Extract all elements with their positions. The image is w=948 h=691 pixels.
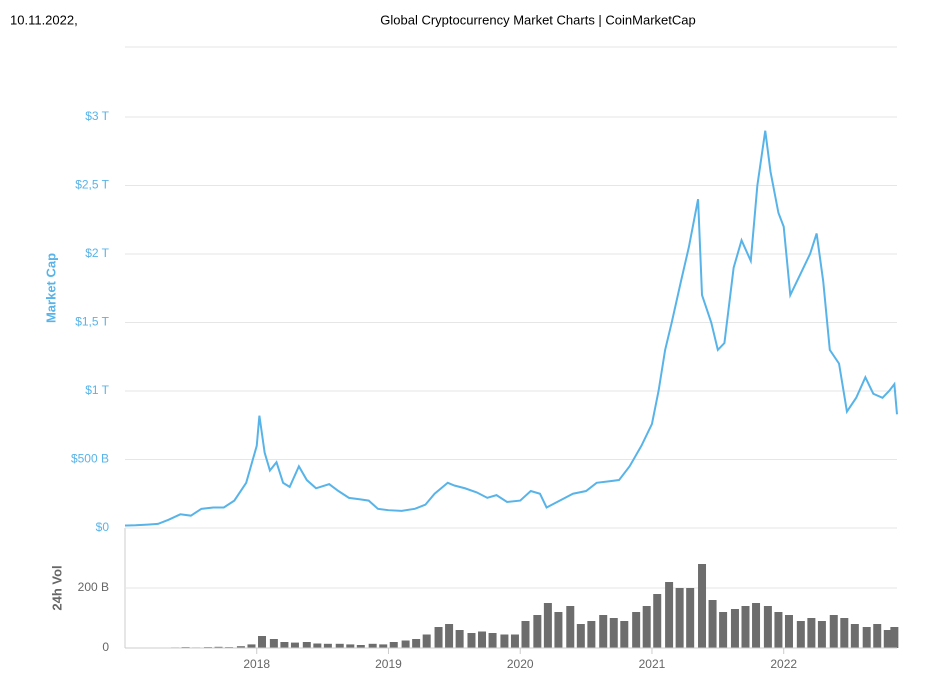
volume-bar — [313, 644, 321, 649]
volume-bar — [445, 624, 453, 648]
volume-bar — [731, 609, 739, 648]
volume-bar — [324, 644, 332, 648]
volume-bar — [478, 632, 486, 649]
volume-bar — [280, 642, 288, 648]
volume-bar — [489, 633, 497, 648]
volume-bar — [840, 618, 848, 648]
volume-bar — [467, 633, 475, 648]
volume-bar — [435, 627, 443, 648]
volume-bar — [566, 606, 574, 648]
x-tick-label: 2020 — [507, 657, 534, 671]
volume-bar — [554, 612, 562, 648]
x-tick-label: 2019 — [375, 657, 402, 671]
volume-bar — [741, 606, 749, 648]
volume-bar — [610, 618, 618, 648]
y-tick-label: $0 — [96, 520, 110, 534]
y-axis-title: 24h Vol — [49, 565, 64, 610]
volume-bar — [456, 630, 464, 648]
y-tick-label: $1,5 T — [75, 315, 109, 329]
volume-bar — [620, 621, 628, 648]
volume-bar — [336, 644, 344, 648]
volume-bar — [890, 627, 898, 648]
volume-bar — [676, 588, 684, 648]
volume-bar — [863, 627, 871, 648]
volume-bar — [533, 615, 541, 648]
volume-bar — [830, 615, 838, 648]
y-tick-label: 0 — [102, 640, 109, 654]
volume-bar — [599, 615, 607, 648]
x-tick-label: 2022 — [770, 657, 797, 671]
volume-bar — [412, 639, 420, 648]
page-title: Global Cryptocurrency Market Charts | Co… — [380, 12, 696, 27]
y-tick-label: $2 T — [85, 246, 109, 260]
volume-bar — [698, 564, 706, 648]
y-axis-title: Market Cap — [43, 253, 58, 323]
volume-bar — [544, 603, 552, 648]
market-cap-line — [125, 131, 897, 526]
x-tick-label: 2018 — [243, 657, 270, 671]
y-tick-label: $2,5 T — [75, 178, 109, 192]
volume-bar — [807, 618, 815, 648]
x-tick-label: 2021 — [639, 657, 666, 671]
y-tick-label: 200 B — [78, 580, 109, 594]
volume-bar — [764, 606, 772, 648]
volume-bar — [587, 621, 595, 648]
volume-bar — [709, 600, 717, 648]
volume-bar — [500, 635, 508, 649]
y-tick-label: $1 T — [85, 383, 109, 397]
volume-bar — [653, 594, 661, 648]
volume-bar — [402, 641, 410, 649]
y-tick-label: $500 B — [71, 452, 109, 466]
volume-bar — [511, 635, 519, 649]
volume-bar — [270, 639, 278, 648]
volume-bar — [521, 621, 529, 648]
volume-bar — [818, 621, 826, 648]
volume-bar — [851, 624, 859, 648]
volume-bar — [303, 642, 311, 648]
volume-bar — [873, 624, 881, 648]
page-date: 10.11.2022, — [10, 12, 78, 27]
volume-bar — [774, 612, 782, 648]
volume-bar — [577, 624, 585, 648]
volume-bar — [797, 621, 805, 648]
volume-bar — [665, 582, 673, 648]
volume-bar — [247, 644, 255, 648]
y-tick-label: $3 T — [85, 109, 109, 123]
volume-bar — [632, 612, 640, 648]
volume-bar — [719, 612, 727, 648]
volume-bar — [752, 603, 760, 648]
volume-bar — [258, 636, 266, 648]
volume-bar — [643, 606, 651, 648]
volume-bar — [686, 588, 694, 648]
volume-bar — [390, 642, 398, 648]
volume-bar — [379, 644, 387, 648]
volume-bar — [291, 643, 299, 648]
volume-bar — [423, 635, 431, 649]
volume-bar — [369, 644, 377, 648]
volume-bar — [785, 615, 793, 648]
volume-bar — [346, 644, 354, 648]
